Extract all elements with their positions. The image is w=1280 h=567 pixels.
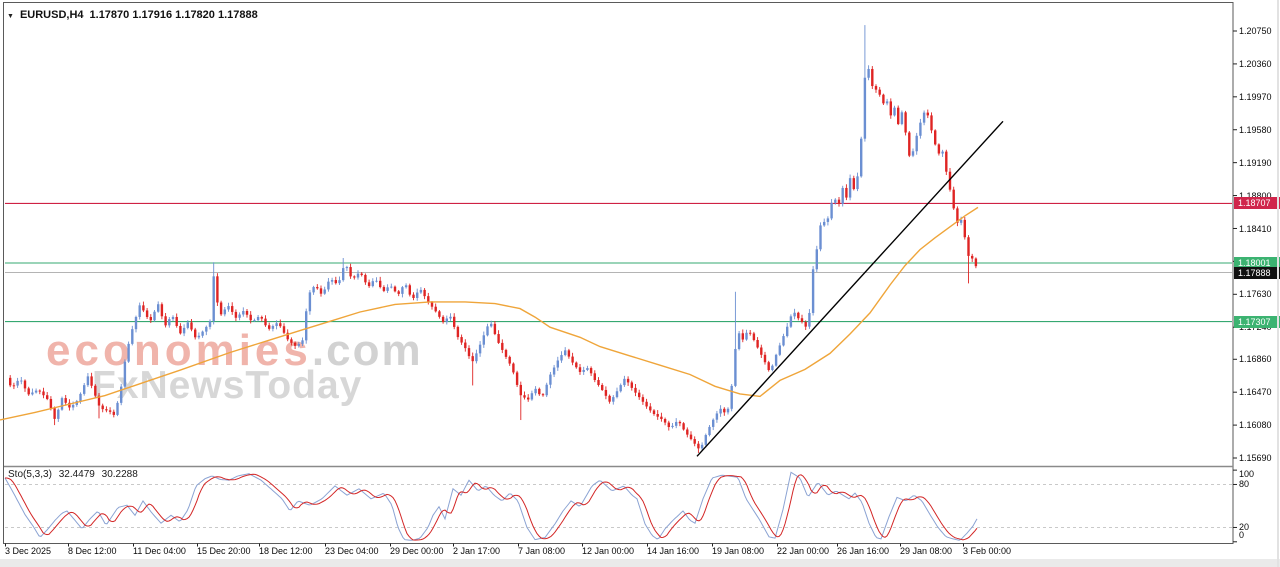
stochastic-signal-value: 30.2288	[101, 469, 138, 480]
watermark-com-text: .com	[311, 326, 423, 375]
date-tick-label: 3 Feb 00:00	[963, 546, 1012, 556]
price-tick-label: 1.19970	[1239, 91, 1272, 102]
moving-average-line	[0, 206, 979, 421]
watermark-economies-text: economies	[46, 326, 312, 375]
stochastic-main-value: 32.4479	[58, 469, 95, 480]
current-price-label: 1.17888	[1234, 266, 1280, 279]
ohlc-values: 1.17870 1.17916 1.17820 1.17888	[89, 9, 258, 21]
price-tick-label: 1.16470	[1239, 387, 1272, 398]
stochastic-main-line	[4, 471, 978, 541]
window-right-edge	[1277, 0, 1279, 567]
symbol-timeframe-label: EURUSD,H4	[19, 9, 84, 21]
price-tick-label: 1.15690	[1239, 453, 1272, 463]
date-tick-label: 29 Dec 00:00	[390, 546, 444, 556]
stochastic-level-label: 80	[1239, 479, 1250, 489]
date-tick-label: 19 Jan 08:00	[712, 546, 765, 556]
date-tick-label: 26 Jan 16:00	[837, 546, 890, 556]
price-tick-label: 1.20360	[1239, 58, 1272, 69]
resistance-price-label: 1.18707	[1234, 197, 1280, 210]
date-tick-label: 3 Dec 2025	[5, 546, 52, 556]
stochastic-signal-line	[5, 473, 978, 541]
price-tick-label: 1.18800	[1239, 190, 1272, 201]
date-tick-label: 8 Dec 12:00	[68, 546, 117, 556]
price-tick-label: 1.19190	[1239, 157, 1272, 168]
collapse-triangle-icon[interactable]: ▼	[7, 12, 14, 20]
stochastic-name: Sto(5,3,3)	[8, 469, 52, 480]
price-tick-label: 1.16860	[1239, 354, 1272, 365]
price-tick-label: 1.18410	[1239, 223, 1272, 234]
chart-title: ▼ EURUSD,H4 1.17870 1.17916 1.17820 1.17…	[7, 9, 258, 21]
date-tick-label: 22 Jan 00:00	[777, 546, 830, 556]
date-tick-label: 18 Dec 12:00	[259, 546, 313, 556]
stochastic-level-label: 20	[1239, 522, 1250, 532]
stochastic-level-label: 0	[1239, 530, 1245, 540]
date-tick-label: 23 Dec 04:00	[325, 546, 379, 556]
bottom-margin	[0, 559, 1280, 567]
date-tick-label: 7 Jan 08:00	[518, 546, 566, 556]
candles	[9, 25, 978, 453]
price-tick-label: 1.16080	[1239, 420, 1272, 431]
stochastic-label: Sto(5,3,3) 32.4479 30.2288	[8, 469, 142, 480]
date-tick-label: 15 Dec 20:00	[197, 546, 251, 556]
support-price-label: 1.18001	[1234, 257, 1280, 269]
stochastic-level-label: 100	[1239, 469, 1255, 479]
support2-price-label: 1.17307	[1234, 315, 1280, 328]
chart-border	[3, 2, 1234, 544]
date-tick-label: 2 Jan 17:00	[453, 546, 501, 556]
watermark-economies: economies.com	[46, 326, 423, 376]
date-tick-label: 11 Dec 04:00	[133, 546, 186, 556]
date-tick-label: 29 Jan 08:00	[900, 546, 953, 556]
price-tick-label: 1.19580	[1239, 124, 1272, 135]
trendline[interactable]	[696, 120, 1004, 457]
price-tick-label: 1.20750	[1239, 26, 1272, 36]
date-tick-label: 12 Jan 00:00	[582, 546, 635, 556]
price-tick-label: 1.17630	[1239, 289, 1272, 300]
date-tick-label: 14 Jan 16:00	[647, 546, 700, 556]
watermark-fxnewstoday: FxNewsToday	[92, 364, 363, 407]
